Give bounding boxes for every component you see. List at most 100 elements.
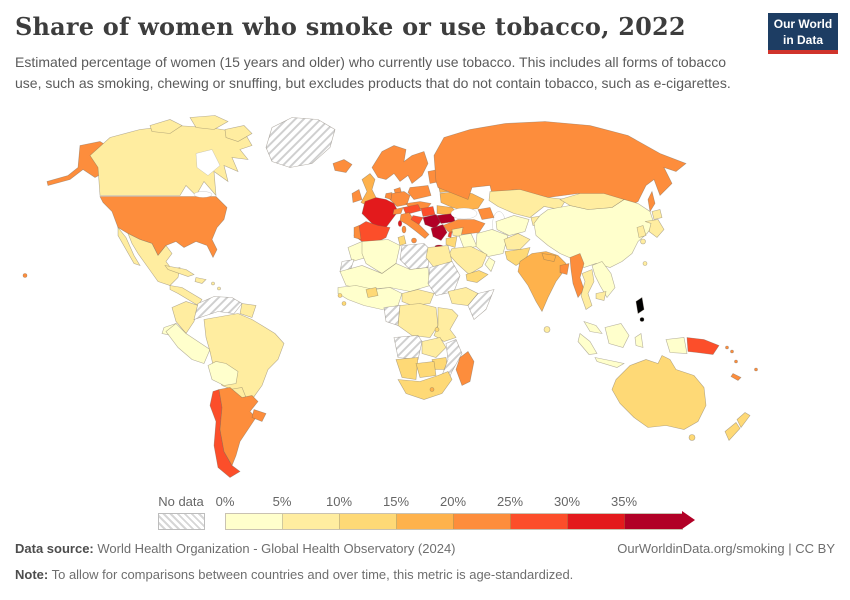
country-laos-vietnam[interactable] <box>591 261 616 299</box>
country-yemen[interactable] <box>465 270 489 283</box>
country-myanmar[interactable] <box>569 253 585 299</box>
country-zambia[interactable] <box>421 337 447 358</box>
country-cameroon-car[interactable] <box>401 289 435 306</box>
country-korea[interactable] <box>636 225 647 238</box>
country-libya[interactable] <box>399 243 431 270</box>
country-colombia[interactable] <box>171 301 199 335</box>
country-iraq[interactable] <box>458 233 478 249</box>
legend-bin-5-10%[interactable] <box>283 514 340 529</box>
legend-no-data-swatch[interactable] <box>158 513 205 530</box>
country-poland[interactable] <box>407 185 432 200</box>
country-solomon-islands[interactable] <box>725 345 729 350</box>
legend-bin-20-25%[interactable] <box>454 514 511 529</box>
country-greenland[interactable] <box>265 117 336 168</box>
country-hawaii[interactable] <box>22 273 28 278</box>
country-madagascar[interactable] <box>455 351 475 386</box>
country-iceland[interactable] <box>332 159 353 173</box>
country-burkina-faso[interactable] <box>365 287 379 298</box>
country-portugal[interactable] <box>353 225 362 240</box>
country-hispaniola[interactable] <box>194 277 207 284</box>
country-russia[interactable] <box>433 121 687 208</box>
country-cuba[interactable] <box>164 265 195 277</box>
country-caribbean[interactable] <box>217 286 221 291</box>
country-india[interactable] <box>517 251 567 313</box>
country-greece[interactable] <box>430 224 448 241</box>
country-united-states[interactable] <box>99 196 228 259</box>
country-uzbekistan-turkmenistan[interactable] <box>495 215 530 236</box>
country-baja-california[interactable] <box>117 226 141 267</box>
country-venezuela[interactable] <box>193 296 243 320</box>
country-italy[interactable] <box>399 212 430 239</box>
country-france[interactable] <box>361 197 399 228</box>
country-japan-honshu[interactable] <box>644 219 665 238</box>
country-arctic-islands[interactable] <box>224 125 253 142</box>
country-tunisia[interactable] <box>397 235 407 246</box>
country-botswana[interactable] <box>415 361 437 378</box>
country-sulawesi[interactable] <box>634 332 644 348</box>
country-guinea-bissau[interactable] <box>337 293 343 298</box>
country-afghanistan[interactable] <box>503 233 531 250</box>
country-new-zealand-south[interactable] <box>724 422 741 442</box>
country-java[interactable] <box>594 357 625 368</box>
legend-bin-30-35%[interactable] <box>568 514 625 529</box>
country-thailand[interactable] <box>580 269 595 310</box>
country-solomon-islands[interactable] <box>730 349 734 354</box>
country-iran[interactable] <box>475 229 509 257</box>
owid-logo[interactable]: Our World in Data <box>768 13 838 54</box>
country-canada[interactable] <box>89 125 253 197</box>
country-sakhalin[interactable] <box>647 190 656 213</box>
country-vanuatu[interactable] <box>734 359 738 364</box>
country-dr-congo[interactable] <box>397 303 439 338</box>
country-ireland[interactable] <box>351 189 363 203</box>
country-serbia-bosnia[interactable] <box>422 214 442 229</box>
country-sierra-leone[interactable] <box>341 301 347 306</box>
country-malaysia[interactable] <box>583 320 603 334</box>
country-congo[interactable] <box>383 305 401 326</box>
country-papua-new-guinea[interactable] <box>686 337 720 355</box>
country-japan-kyushu[interactable] <box>640 238 646 245</box>
country-argentina[interactable] <box>218 387 259 467</box>
country-angola[interactable] <box>393 335 423 360</box>
country-caucasus[interactable] <box>477 207 495 220</box>
country-fiji[interactable] <box>754 367 758 372</box>
country-switzerland[interactable] <box>392 207 404 215</box>
country-guianas[interactable] <box>239 303 257 318</box>
country-oman[interactable] <box>484 257 496 273</box>
country-japan-hokkaido[interactable] <box>651 209 663 220</box>
country-rwanda-burundi[interactable] <box>434 327 440 332</box>
country-sumatra[interactable] <box>577 332 598 355</box>
country-namibia[interactable] <box>395 357 419 380</box>
country-austria[interactable] <box>402 204 422 215</box>
country-somalia[interactable] <box>467 289 495 320</box>
legend-bin-35%+[interactable] <box>625 514 682 529</box>
country-sri-lanka[interactable] <box>543 326 551 333</box>
country-west-papua[interactable] <box>665 337 688 354</box>
country-benelux[interactable] <box>384 192 393 200</box>
legend-bin-0-5%[interactable] <box>226 514 283 529</box>
country-scandinavia[interactable] <box>371 145 429 184</box>
country-new-zealand-north[interactable] <box>736 412 751 429</box>
country-uruguay[interactable] <box>251 409 267 422</box>
country-israel-jordan[interactable] <box>445 236 458 248</box>
country-australia[interactable] <box>611 355 707 430</box>
country-tasmania[interactable] <box>688 434 696 441</box>
country-sicily[interactable] <box>411 237 417 244</box>
country-croatia[interactable] <box>410 215 424 225</box>
owid-link[interactable]: OurWorldinData.org/smoking <box>617 541 785 556</box>
legend-bin-25-30%[interactable] <box>511 514 568 529</box>
country-kazakhstan[interactable] <box>488 189 567 218</box>
country-mongolia[interactable] <box>559 193 625 210</box>
country-nepal[interactable] <box>541 253 557 262</box>
country-cambodia[interactable] <box>595 291 607 301</box>
country-caribbean[interactable] <box>211 281 215 286</box>
legend-bin-15-20%[interactable] <box>397 514 454 529</box>
country-lebanon[interactable] <box>447 231 453 238</box>
country-bolivia[interactable] <box>207 361 239 386</box>
country-new-caledonia[interactable] <box>730 373 742 381</box>
country-arctic-islands[interactable] <box>149 119 183 134</box>
country-philippines[interactable] <box>639 317 645 322</box>
country-lesotho[interactable] <box>429 387 435 392</box>
country-south-africa[interactable] <box>397 371 453 400</box>
country-taiwan[interactable] <box>642 261 648 266</box>
country-borneo[interactable] <box>604 323 630 348</box>
